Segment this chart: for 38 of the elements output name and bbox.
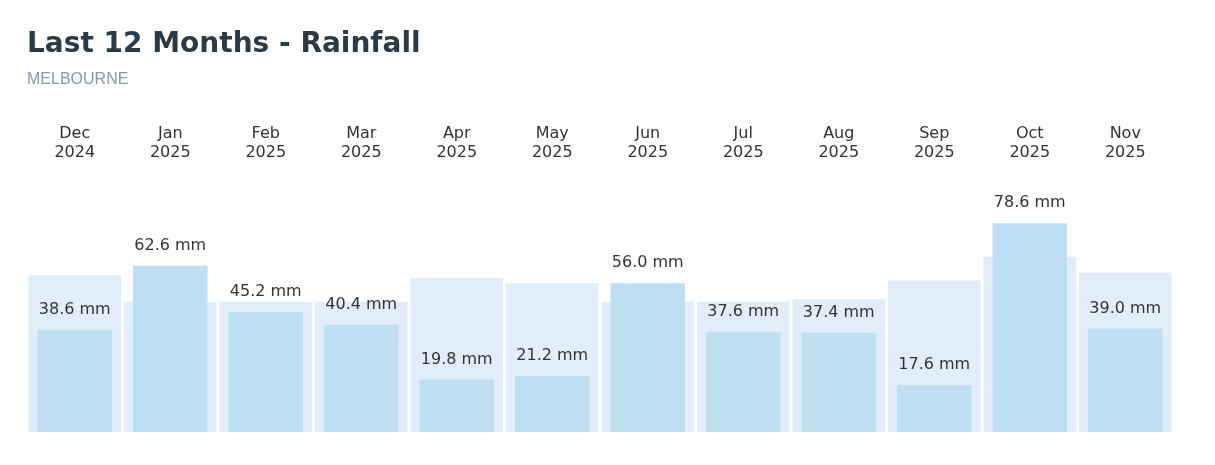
x-tick-label: Jul 2025 (722, 122, 764, 161)
data-label: 56.0 mm (611, 252, 684, 272)
x-tick-label: Aug 2025 (818, 122, 860, 161)
x-tick-label: Nov 2025 (1104, 122, 1146, 161)
bar (706, 332, 781, 432)
x-tick-label: Jan 2025 (149, 122, 191, 161)
x-tick-label: May 2025 (531, 122, 573, 161)
data-label: 21.2 mm (516, 344, 589, 364)
chart-title: Last 12 Months - Rainfall (27, 26, 421, 59)
bar (897, 385, 972, 432)
bar (1088, 328, 1163, 432)
data-label: 62.6 mm (134, 234, 207, 254)
x-tick-label: Sep 2025 (913, 122, 955, 161)
x-tick-label: Dec 2024 (54, 122, 96, 161)
bar (228, 311, 303, 432)
bar (801, 332, 876, 432)
data-label: 40.4 mm (325, 293, 398, 313)
chart-subtitle: MELBOURNE (27, 70, 129, 88)
data-label: 37.4 mm (802, 301, 875, 321)
bar (419, 379, 494, 432)
data-label: 19.8 mm (420, 348, 493, 368)
data-label: 17.6 mm (898, 354, 971, 374)
x-tick-label: Jun 2025 (627, 122, 669, 161)
data-label: 78.6 mm (993, 192, 1066, 212)
data-label: 45.2 mm (229, 281, 302, 301)
x-tick-label: Apr 2025 (436, 122, 478, 161)
x-tick-label: Feb 2025 (245, 122, 287, 161)
bar (324, 324, 399, 432)
bar (515, 375, 590, 432)
bar (133, 265, 208, 432)
bar (37, 329, 112, 432)
data-label: 38.6 mm (38, 298, 111, 318)
data-label: 37.6 mm (707, 301, 780, 321)
x-tick-label: Mar 2025 (340, 122, 382, 161)
bar (610, 283, 685, 432)
bar (992, 223, 1067, 432)
data-label: 39.0 mm (1089, 297, 1162, 317)
x-tick-label: Oct 2025 (1009, 122, 1051, 161)
